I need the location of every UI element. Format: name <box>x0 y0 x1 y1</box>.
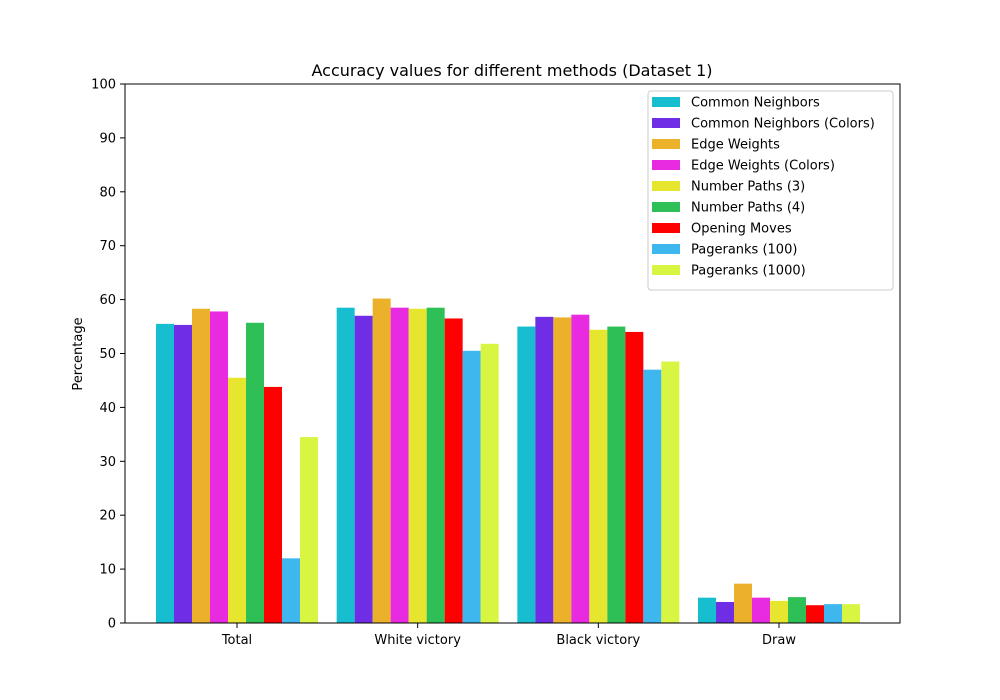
bar <box>354 315 373 623</box>
bar <box>661 361 680 623</box>
bar <box>517 326 536 623</box>
x-tick-label: Draw <box>762 633 796 648</box>
bar <box>589 329 608 623</box>
legend-label: Pageranks (100) <box>691 243 797 258</box>
bar <box>156 323 174 623</box>
legend-swatch <box>652 265 680 275</box>
bar <box>607 326 626 623</box>
y-tick-label: 40 <box>99 401 116 416</box>
legend-label: Number Paths (4) <box>691 201 805 216</box>
legend-box <box>647 90 894 291</box>
bar <box>824 604 843 623</box>
bar <box>228 377 246 623</box>
legend-label: Common Neighbors <box>691 96 820 111</box>
y-tick-label: 10 <box>99 563 116 578</box>
bar <box>643 369 662 623</box>
bar <box>734 583 753 623</box>
y-axis: 0 10 20 30 40 50 60 70 80 90 100 <box>91 78 125 632</box>
legend-swatch <box>652 139 680 149</box>
y-tick-label: 60 <box>99 293 116 308</box>
legend-label: Pageranks (1000) <box>691 264 806 279</box>
bar <box>336 307 355 623</box>
bar <box>480 343 499 623</box>
bar <box>426 307 445 623</box>
y-tick-label: 0 <box>108 617 116 632</box>
bar <box>553 317 572 623</box>
x-tick-label: Black victory <box>556 633 640 648</box>
x-tick-label: Total <box>221 633 252 648</box>
y-tick-label: 20 <box>99 509 116 524</box>
bar <box>571 314 590 623</box>
bar <box>210 311 228 623</box>
bar <box>246 322 264 623</box>
bar <box>300 437 318 623</box>
y-tick-label: 30 <box>99 455 116 470</box>
bar <box>625 331 644 623</box>
legend-label: Number Paths (3) <box>691 180 805 195</box>
bar <box>752 597 771 623</box>
bar <box>698 597 717 623</box>
bar <box>806 605 825 623</box>
bar <box>444 318 463 623</box>
y-axis-label: Percentage <box>71 317 86 390</box>
legend-label: Common Neighbors (Colors) <box>691 117 875 132</box>
legend-swatch <box>652 202 680 212</box>
legend-swatch <box>652 118 680 128</box>
y-tick-label: 50 <box>99 347 116 362</box>
bars-layer <box>156 298 861 623</box>
chart-title: Accuracy values for different methods (D… <box>312 61 713 80</box>
y-tick-label: 70 <box>99 239 116 254</box>
legend-swatch <box>652 223 680 233</box>
bar <box>535 316 554 623</box>
legend-label: Edge Weights (Colors) <box>691 159 835 174</box>
bar <box>282 558 300 623</box>
bar <box>372 298 391 623</box>
bar <box>842 604 861 623</box>
y-tick-label: 80 <box>99 185 116 200</box>
bar <box>788 597 807 623</box>
bar <box>174 324 192 623</box>
x-tick-label: White victory <box>374 633 461 648</box>
bar <box>192 308 210 623</box>
legend-swatch <box>652 97 680 107</box>
bar <box>716 601 735 623</box>
bar <box>264 386 282 623</box>
x-axis: Total White victory Black victory Draw <box>221 623 796 648</box>
plot-frame <box>124 83 901 624</box>
y-tick-label: 90 <box>99 131 116 146</box>
legend-label: Edge Weights <box>691 138 780 153</box>
legend: Common Neighbors Common Neighbors (Colors… <box>647 90 894 291</box>
bar <box>462 350 481 623</box>
bar <box>390 307 409 623</box>
legend-swatch <box>652 244 680 254</box>
legend-swatch <box>652 181 680 191</box>
legend-label: Opening Moves <box>691 222 792 237</box>
bar <box>408 308 427 623</box>
bar <box>770 600 789 623</box>
legend-swatch <box>652 160 680 170</box>
y-tick-label: 100 <box>91 78 116 93</box>
